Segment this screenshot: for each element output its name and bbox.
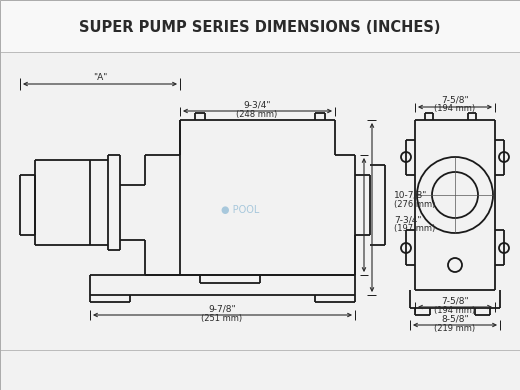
Text: 7-5/8": 7-5/8" — [441, 296, 469, 305]
Text: 7-5/8": 7-5/8" — [441, 96, 469, 105]
Text: 9-7/8": 9-7/8" — [208, 305, 236, 314]
Text: (219 mm): (219 mm) — [434, 324, 476, 333]
Text: 7-3/4": 7-3/4" — [394, 216, 422, 225]
Bar — [0, 0, 520, 52]
Text: (248 mm): (248 mm) — [237, 110, 278, 119]
Text: (194 mm): (194 mm) — [434, 105, 476, 113]
Text: (197 mm): (197 mm) — [394, 225, 435, 234]
Text: (276 mm): (276 mm) — [394, 200, 435, 209]
Text: SUPER PUMP SERIES DIMENSIONS (INCHES): SUPER PUMP SERIES DIMENSIONS (INCHES) — [79, 20, 441, 34]
Text: (194 mm): (194 mm) — [434, 307, 476, 316]
Text: (251 mm): (251 mm) — [201, 314, 242, 323]
Text: ● POOL: ● POOL — [221, 205, 259, 215]
Text: 8-5/8": 8-5/8" — [441, 314, 469, 323]
Text: 9-3/4": 9-3/4" — [243, 101, 271, 110]
Text: "A": "A" — [93, 73, 107, 83]
Text: 10-7/8": 10-7/8" — [394, 190, 427, 200]
